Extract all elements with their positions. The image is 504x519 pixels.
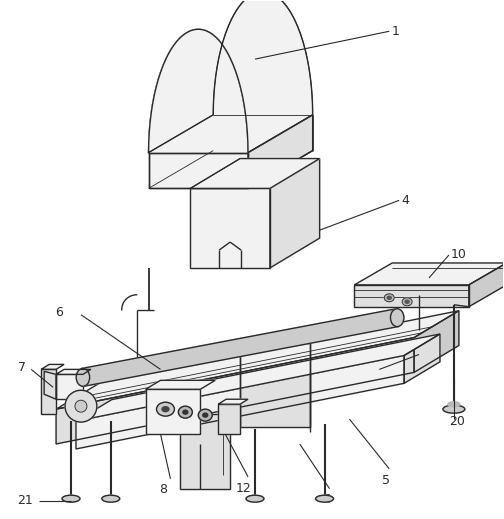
Polygon shape: [44, 372, 56, 399]
Polygon shape: [218, 404, 240, 434]
Ellipse shape: [402, 298, 412, 306]
Text: 10: 10: [451, 248, 467, 261]
Ellipse shape: [76, 368, 90, 386]
Polygon shape: [41, 364, 64, 370]
Ellipse shape: [157, 402, 174, 416]
Text: 3: 3: [323, 493, 331, 506]
Ellipse shape: [443, 405, 465, 413]
Text: 12: 12: [235, 482, 251, 495]
Text: 4: 4: [401, 194, 409, 207]
Ellipse shape: [198, 409, 212, 421]
Polygon shape: [41, 370, 56, 414]
Polygon shape: [56, 374, 83, 399]
Polygon shape: [354, 285, 469, 307]
Ellipse shape: [448, 402, 460, 407]
Ellipse shape: [405, 301, 409, 303]
Ellipse shape: [183, 410, 188, 414]
Ellipse shape: [203, 413, 208, 417]
Text: 21: 21: [18, 494, 33, 507]
Ellipse shape: [102, 495, 120, 502]
Polygon shape: [146, 389, 200, 434]
Polygon shape: [81, 309, 399, 386]
Polygon shape: [270, 159, 320, 268]
Polygon shape: [191, 188, 270, 268]
Ellipse shape: [65, 390, 97, 422]
Text: 8: 8: [159, 483, 167, 496]
Polygon shape: [414, 311, 459, 372]
Ellipse shape: [162, 407, 169, 412]
Polygon shape: [149, 0, 312, 153]
Polygon shape: [240, 343, 309, 427]
Ellipse shape: [75, 400, 87, 412]
Text: 5: 5: [382, 474, 390, 487]
Text: 2: 2: [421, 348, 429, 361]
Polygon shape: [149, 0, 312, 153]
Polygon shape: [56, 370, 91, 374]
Polygon shape: [354, 263, 504, 285]
Ellipse shape: [387, 296, 391, 299]
Text: 1: 1: [391, 25, 399, 38]
Polygon shape: [404, 334, 440, 384]
Ellipse shape: [178, 406, 193, 418]
Ellipse shape: [391, 309, 404, 326]
Text: 7: 7: [18, 361, 26, 374]
Polygon shape: [218, 399, 248, 404]
Polygon shape: [191, 159, 320, 188]
Polygon shape: [56, 311, 459, 409]
Polygon shape: [248, 115, 312, 188]
Ellipse shape: [384, 294, 394, 302]
Ellipse shape: [62, 495, 80, 502]
Text: 6: 6: [55, 306, 63, 319]
Polygon shape: [149, 153, 248, 188]
Ellipse shape: [246, 495, 264, 502]
Polygon shape: [180, 414, 230, 489]
Polygon shape: [146, 380, 215, 389]
Polygon shape: [76, 356, 404, 449]
Polygon shape: [469, 263, 504, 307]
Text: 20: 20: [449, 415, 465, 428]
Polygon shape: [76, 334, 440, 421]
Polygon shape: [56, 337, 414, 444]
Ellipse shape: [316, 495, 334, 502]
Polygon shape: [149, 29, 248, 153]
